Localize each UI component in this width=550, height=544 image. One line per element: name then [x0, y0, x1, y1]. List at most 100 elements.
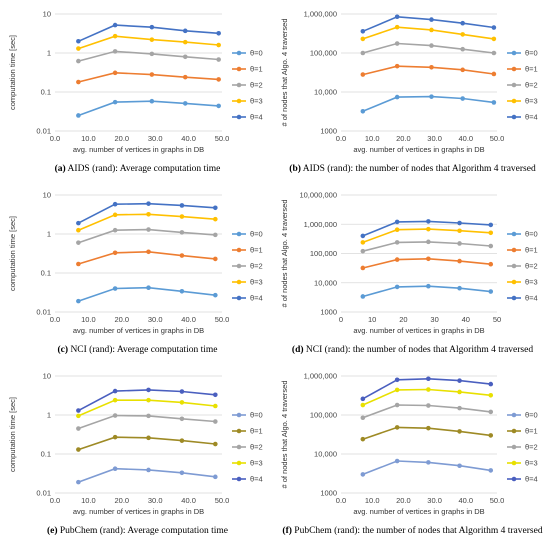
legend-label: θ=3 [250, 459, 263, 468]
series-line [78, 286, 216, 302]
legend-marker [511, 82, 517, 88]
y-tick-label: 0.01 [36, 127, 51, 136]
series-a-3 [76, 33, 221, 51]
series-a-1 [76, 70, 221, 85]
caption-letter: (f) [282, 526, 292, 536]
y-tick-label: 10,000 [314, 88, 337, 97]
series-c-0 [76, 285, 218, 304]
caption-letter: (d) [291, 345, 304, 355]
data-point [360, 265, 366, 271]
legend-label: θ=3 [525, 97, 538, 106]
data-point [112, 413, 118, 418]
data-point [394, 227, 400, 233]
caption-letter: (e) [46, 526, 58, 536]
legend-marker [236, 231, 242, 237]
chart-svg-e: 0.01 0.1 1 10 0.0 10.0 20.0 30.0 40.0 50.0 avg. nu… [8, 372, 263, 516]
data-point [112, 201, 118, 207]
data-point [457, 258, 462, 264]
data-point [491, 100, 497, 105]
series-a-2 [76, 49, 221, 64]
y-axis-label: computation time [sec] [8, 35, 17, 110]
x-tick-label: 0.0 [50, 315, 60, 324]
legend-label: θ=2 [250, 81, 263, 90]
data-point [394, 63, 400, 69]
x-tick-label: 30.0 [148, 496, 163, 505]
data-point [488, 392, 494, 398]
legend-marker [511, 279, 517, 285]
data-point [112, 286, 118, 291]
legend-label: θ=3 [250, 97, 263, 106]
x-tick-label: 50.0 [215, 496, 230, 505]
legend-label: θ=4 [525, 113, 538, 122]
y-axis-label: computation time [sec] [8, 397, 17, 472]
data-point [179, 203, 185, 208]
series-e-1 [76, 434, 218, 452]
data-point [182, 54, 188, 60]
data-point [360, 472, 366, 477]
legend-marker [236, 114, 242, 120]
x-tick-label: 40.0 [181, 315, 196, 324]
data-point [460, 96, 465, 101]
legend-marker [511, 460, 517, 466]
chart-svg-f: 1000 10,000 100,000 1,000,000 0.0 10.0 20.0 30.… [280, 372, 538, 516]
y-tick-label: 1000 [320, 127, 337, 136]
caption-text: NCI (rand): the number of nodes that Alg… [303, 345, 534, 355]
y-tick-label: 10 [43, 191, 51, 200]
legend-marker [236, 263, 242, 269]
data-point [149, 98, 155, 104]
chart-svg-d: 1000 10,000 100,000 1,000,000 10,000,000 0 10 2… [280, 191, 538, 335]
data-point [491, 71, 497, 77]
data-point [182, 74, 188, 80]
data-point [360, 50, 366, 56]
series-line [362, 388, 491, 406]
data-point [76, 79, 81, 85]
chart-panel-d: 1000 10,000 100,000 1,000,000 10,000,000 0 10 2… [275, 181, 550, 362]
y-tick-label: 1,000,000 [304, 372, 337, 381]
legend-marker [511, 263, 517, 269]
series-f-4 [360, 376, 494, 402]
data-point [112, 70, 118, 76]
series-d-3 [360, 226, 494, 245]
y-axis-label: # of nodes that Algo. 4 traversed [280, 381, 289, 489]
y-tick-label: 1 [47, 230, 51, 239]
data-point [213, 419, 218, 424]
legend-label: θ=4 [525, 294, 538, 303]
x-tick-label: 0.0 [336, 134, 346, 143]
data-point [488, 261, 494, 267]
legend-marker [511, 428, 517, 434]
data-point [216, 30, 221, 36]
data-point [179, 400, 185, 405]
data-point [491, 50, 497, 56]
y-tick-label: 100,000 [310, 49, 337, 58]
series-line [362, 42, 494, 54]
data-point [216, 42, 221, 48]
x-axis-label: avg. number of vertices in graphs in DB [73, 507, 204, 516]
series-b-4 [360, 14, 497, 34]
data-point [457, 429, 462, 434]
data-point [429, 43, 434, 48]
data-point [112, 434, 118, 440]
legend-marker [236, 82, 242, 88]
data-point [213, 256, 218, 262]
data-point [488, 433, 494, 438]
data-point [146, 467, 151, 473]
x-axis-label: avg. number of vertices in graphs in DB [353, 326, 484, 335]
y-tick-label: 0.1 [41, 450, 51, 459]
series-c-2 [76, 227, 218, 245]
x-tick-label: 20.0 [114, 496, 129, 505]
caption-letter: (a) [54, 164, 66, 174]
series-c-4 [76, 201, 218, 226]
data-point [76, 298, 81, 304]
series-c-1 [76, 249, 218, 267]
data-point [426, 283, 431, 289]
series-c-3 [76, 211, 218, 233]
series-b-2 [360, 41, 497, 56]
legend-marker [511, 66, 517, 72]
y-axis-label: # of nodes that Algo. 4 traversed [280, 200, 289, 308]
caption-text: AIDS (rand): the number of nodes that Al… [300, 164, 536, 174]
data-point [76, 261, 81, 267]
data-point [146, 211, 151, 217]
series-e-2 [76, 413, 218, 431]
data-point [491, 25, 497, 30]
legend-marker [511, 444, 517, 450]
